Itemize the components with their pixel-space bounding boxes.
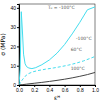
x-tick-label: 1.0 xyxy=(92,87,99,93)
y-tick-mark xyxy=(17,8,19,9)
y-tick-label: 20 xyxy=(10,44,16,50)
x-tick-label: 0.4 xyxy=(46,87,53,93)
lines xyxy=(19,7,95,85)
annotation: 100°C xyxy=(71,66,85,71)
x-axis-title: εᴴ xyxy=(54,94,60,101)
x-tick-label: 0.6 xyxy=(62,87,69,93)
x-tick: 0.0 xyxy=(16,85,23,93)
y-tick-label: 0 xyxy=(13,82,16,88)
x-tick-label: 0.0 xyxy=(16,87,23,93)
annotation: 60°C xyxy=(71,47,82,52)
annotation: -100°C xyxy=(76,36,92,41)
chart: 0.0 0.2 0.4 0.6 0.8 1.0 0 10 20 30 40 εᴴ σ (MPa) T₀ =… xyxy=(0,0,100,102)
y-tick-mark xyxy=(17,66,19,67)
x-tick: 0.8 xyxy=(77,85,84,93)
x-tick-label: 0.8 xyxy=(77,87,84,93)
x-tick-label: 0.2 xyxy=(31,87,38,93)
y-tick: 0 xyxy=(13,82,19,88)
series-line xyxy=(19,56,95,85)
y-tick-mark xyxy=(17,85,19,86)
plot-frame xyxy=(19,4,95,85)
series-line xyxy=(19,72,95,85)
y-tick: 30 xyxy=(10,24,19,30)
y-tick-label: 30 xyxy=(10,24,16,30)
series-line xyxy=(19,7,95,85)
x-tick: 0.4 xyxy=(46,85,53,93)
y-tick: 40 xyxy=(10,5,19,11)
x-tick: 0.2 xyxy=(31,85,38,93)
annotation: T₀ = -100°C xyxy=(47,5,75,10)
y-tick-label: 10 xyxy=(10,63,16,69)
x-tick: 0.6 xyxy=(62,85,69,93)
y-tick: 10 xyxy=(10,63,19,69)
y-tick-label: 40 xyxy=(10,5,16,11)
y-axis: 0 10 20 30 40 xyxy=(10,5,19,89)
x-axis: 0.0 0.2 0.4 0.6 0.8 1.0 xyxy=(16,85,99,93)
y-tick-mark xyxy=(17,27,19,28)
y-tick-mark xyxy=(17,46,19,47)
y-axis-title: σ (MPa) xyxy=(0,33,6,56)
y-tick: 20 xyxy=(10,44,19,50)
x-tick: 1.0 xyxy=(92,85,99,93)
